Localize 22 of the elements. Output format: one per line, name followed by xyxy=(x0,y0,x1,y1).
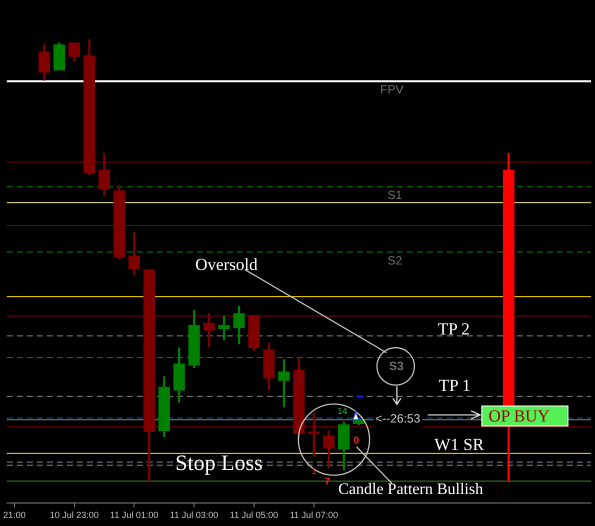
ref-line-label: S3 xyxy=(388,358,404,373)
annotation: 14 xyxy=(336,406,348,416)
x-tick-label: 11 Jul 07:00 xyxy=(290,510,338,520)
x-tick-label: 21:00 xyxy=(3,510,26,520)
ref-line-label: Stop Loss xyxy=(175,450,263,475)
annotation: OP BUY xyxy=(481,405,569,426)
x-tick-label: 11 Jul 01:00 xyxy=(110,510,158,520)
x-tick-label: 11 Jul 05:00 xyxy=(230,510,278,520)
annotation: <--26:53 xyxy=(373,409,422,428)
annotation: Candle Pattern Bullish xyxy=(337,480,484,499)
x-tick-label: 11 Jul 03:00 xyxy=(170,510,218,520)
annotation: 1 xyxy=(310,466,318,476)
ref-line-label: TP 1 xyxy=(438,376,471,395)
annotation: 7 xyxy=(324,476,332,488)
ref-line-label: W1 SR xyxy=(434,434,485,454)
ref-line-label: TP 2 xyxy=(438,319,470,338)
ref-line-label: FPV xyxy=(380,82,404,97)
annotation: Oversold xyxy=(194,254,259,275)
ref-line-label: S1 xyxy=(387,188,402,202)
ref-line-label: S2 xyxy=(387,253,402,268)
x-tick-label: 10 Jul 23:00 xyxy=(50,510,99,520)
annotation: 0 xyxy=(352,435,360,446)
